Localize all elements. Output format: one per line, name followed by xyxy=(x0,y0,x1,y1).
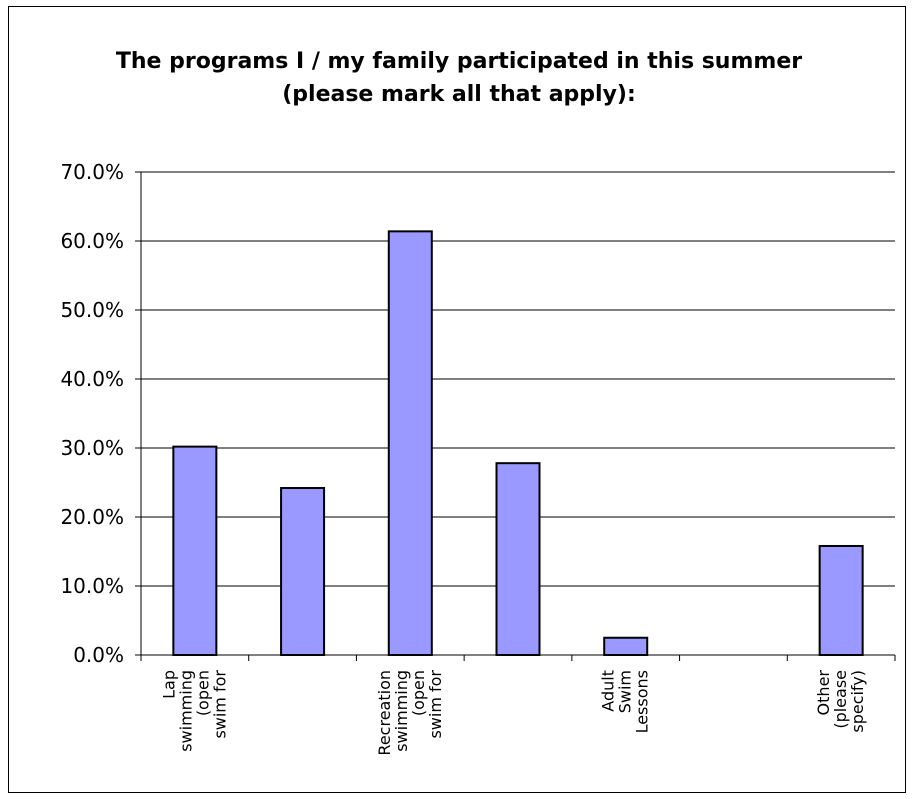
chart-title: The programs I / my family participated … xyxy=(115,49,803,107)
chart-frame: The programs I / my family participated … xyxy=(8,6,906,793)
bars xyxy=(172,230,864,656)
x-category-label: Lessons xyxy=(633,670,652,733)
bar xyxy=(495,462,541,656)
x-category-label: specify) xyxy=(848,670,867,733)
x-category-label: (please xyxy=(831,670,850,729)
y-tick-label: 50.0% xyxy=(60,298,124,322)
y-tick-label: 0.0% xyxy=(73,643,124,667)
y-tick-label: 10.0% xyxy=(60,574,124,598)
gridlines xyxy=(141,171,895,587)
bar xyxy=(818,544,864,656)
bar xyxy=(280,487,326,656)
x-category-label: Lap xyxy=(159,670,178,699)
bar xyxy=(172,445,218,656)
x-category-label: Swim xyxy=(616,670,635,713)
x-category-label: swimming xyxy=(176,670,195,752)
x-category-label: swim for xyxy=(210,670,229,739)
x-category-label: (open xyxy=(193,670,212,716)
x-category-label: (open xyxy=(409,670,428,716)
y-tick-label: 70.0% xyxy=(60,160,124,184)
x-category-label: Recreation xyxy=(375,670,394,756)
y-tick-label: 20.0% xyxy=(60,505,124,529)
y-tick-labels: 0.0% 10.0% 20.0% 30.0% 40.0% 50.0% 60.0% 70.0% xyxy=(60,160,124,667)
x-category-label: swimming xyxy=(392,670,411,752)
x-category-label: Other xyxy=(814,670,833,716)
x-category-label: Adult xyxy=(599,670,618,712)
x-category-label: swim for xyxy=(426,670,445,739)
bar xyxy=(387,230,433,656)
y-tick-label: 40.0% xyxy=(60,367,124,391)
bar xyxy=(603,636,649,656)
y-tick-label: 60.0% xyxy=(60,229,124,253)
y-tick-label: 30.0% xyxy=(60,436,124,460)
